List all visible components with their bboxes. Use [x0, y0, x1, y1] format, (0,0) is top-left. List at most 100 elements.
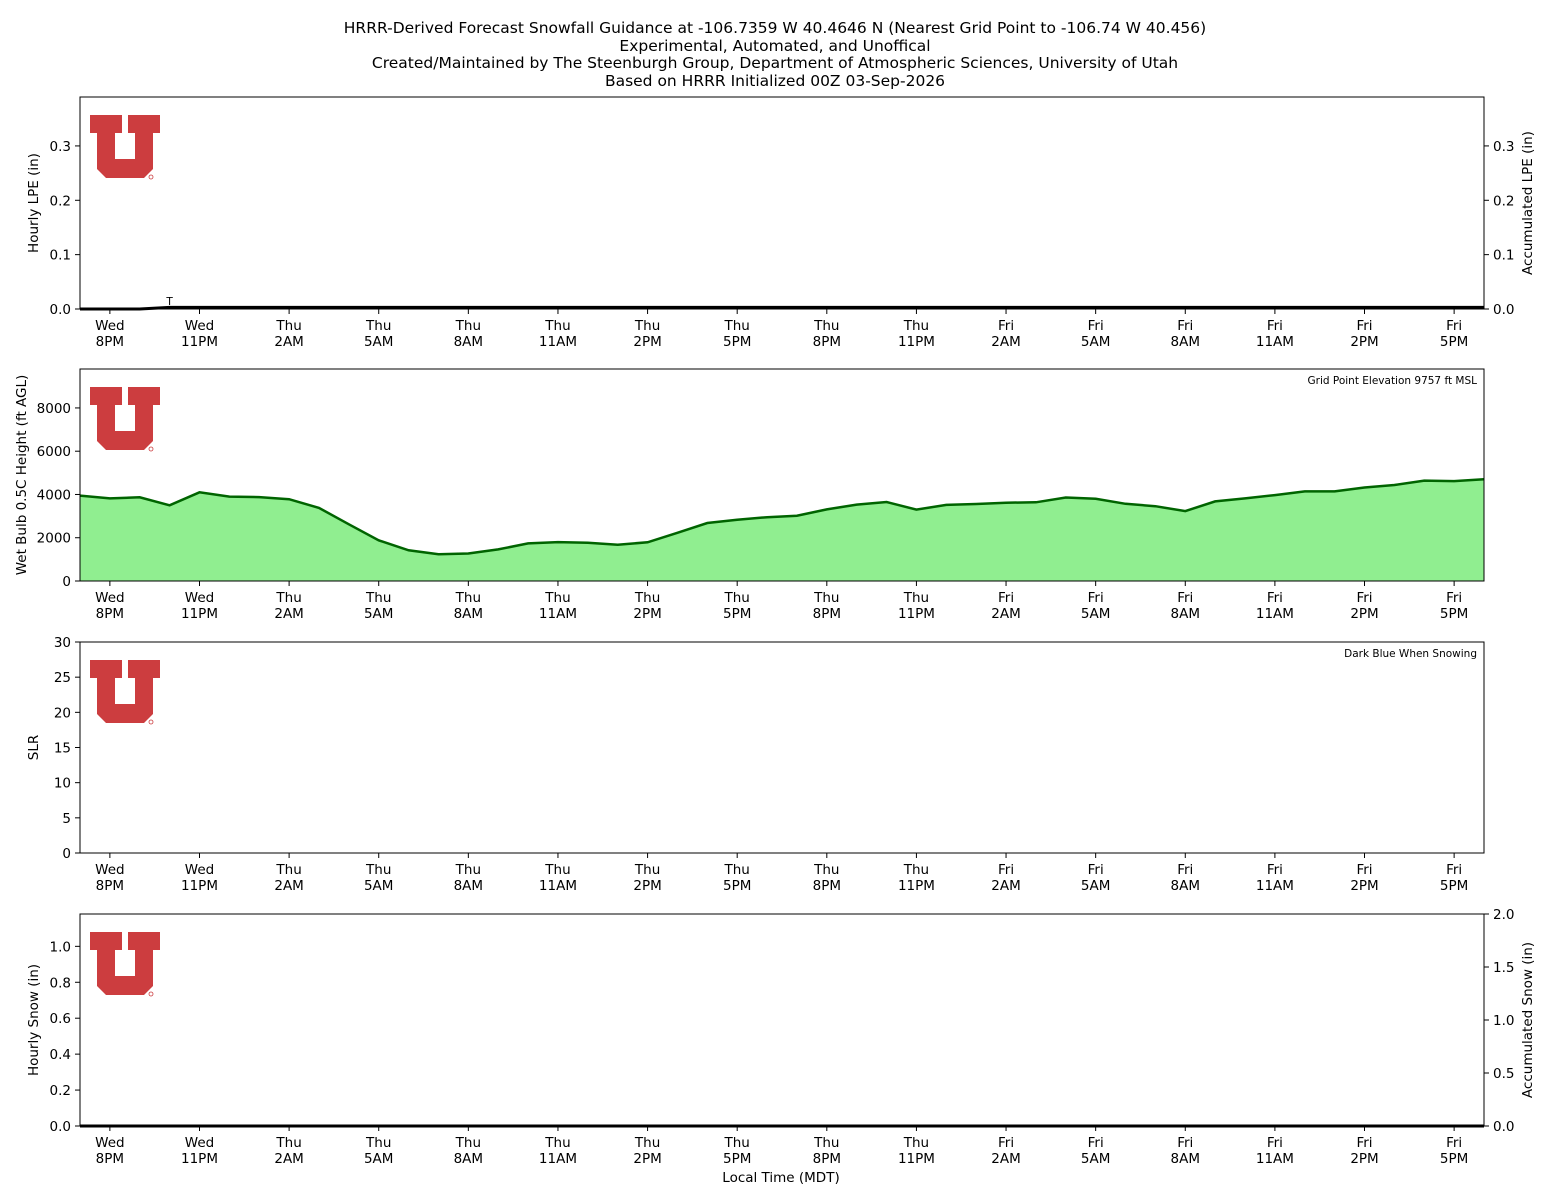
x-tick-day: Fri [1356, 590, 1372, 606]
y2-tick-label: 0.3 [1493, 139, 1514, 155]
x-tick-day: Wed [185, 862, 214, 878]
x-tick-day: Thu [724, 1135, 750, 1151]
x-tick-day: Fri [1088, 1135, 1104, 1151]
x-tick-time: 8AM [1171, 334, 1200, 350]
x-tick-day: Wed [185, 590, 214, 606]
x-tick-day: Thu [544, 590, 570, 606]
y2-tick-label: 1.5 [1493, 960, 1514, 976]
y-tick-label: 25 [54, 670, 71, 686]
x-tick-day: Fri [1356, 1135, 1372, 1151]
x-tick-time: 5AM [1081, 334, 1110, 350]
x-tick-time: 8AM [1171, 1151, 1200, 1167]
logo-u-shape [90, 932, 160, 995]
x-tick-day: Thu [813, 590, 839, 606]
x-tick-day: Wed [185, 1135, 214, 1151]
x-tick-day: Thu [455, 1135, 481, 1151]
y2-tick-label: 0.1 [1493, 248, 1514, 264]
x-tick-day: Thu [813, 1135, 839, 1151]
x-tick-time: 5AM [1081, 606, 1110, 622]
y-tick-label: 30 [54, 635, 71, 651]
x-tick-time: 2AM [274, 878, 303, 894]
y2-tick-label: 0.0 [1493, 1119, 1514, 1135]
x-tick-day: Thu [903, 862, 929, 878]
slr-panel: 0 5 10 15 20 25 30 SLR Dark Blue When Snowing Wed… [26, 635, 1485, 894]
x-tick-time: 5AM [364, 878, 393, 894]
x-tick-day: Thu [365, 590, 391, 606]
x-tick-time: 5PM [1440, 1151, 1468, 1167]
x-tick-day: Fri [1267, 318, 1283, 334]
logo-u-shape [90, 387, 160, 450]
plot-frame [79, 96, 1485, 310]
y-tick-label: 0.6 [50, 1011, 71, 1027]
x-tick-time: 5PM [1440, 606, 1468, 622]
x-tick-time: 2AM [991, 878, 1020, 894]
y-tick-label: 0.2 [50, 1083, 71, 1099]
x-tick-day: Wed [185, 318, 214, 334]
y2-tick-label: 0.2 [1493, 193, 1514, 209]
university-of-utah-logo [90, 387, 160, 452]
x-tick-day: Fri [1088, 590, 1104, 606]
x-tick-time: 2PM [1350, 334, 1378, 350]
logo-u-shape [90, 115, 160, 178]
x-tick-day: Thu [724, 318, 750, 334]
x-tick-day: Wed [95, 1135, 124, 1151]
x-tick-time: 2PM [633, 1151, 661, 1167]
x-tick-time: 11AM [1256, 878, 1294, 894]
x-tick-day: Thu [544, 862, 570, 878]
x-tick-day: Thu [903, 1135, 929, 1151]
x-tick-day: Thu [544, 318, 570, 334]
y-tick-label: 6000 [37, 444, 71, 460]
x-tick-day: Thu [365, 1135, 391, 1151]
x-tick-day: Thu [903, 590, 929, 606]
x-tick-day: Thu [634, 862, 660, 878]
x-tick-time: 5AM [364, 1151, 393, 1167]
x-tick-time: 5PM [723, 334, 751, 350]
x-tick-time: 8AM [1171, 878, 1200, 894]
x-tick-day: Thu [724, 590, 750, 606]
x-tick-time: 11AM [539, 606, 577, 622]
y-axis-label: Hourly LPE (in) [26, 153, 42, 253]
x-tick-day: Fri [1446, 590, 1462, 606]
title-line-2: Experimental, Automated, and Unoffical [619, 36, 931, 55]
x-tick-time: 2PM [633, 334, 661, 350]
y-tick-label: 0.8 [50, 975, 71, 991]
x-tick-time: 8AM [454, 334, 483, 350]
y-tick-label: 5 [62, 811, 71, 827]
logo-registered-mark [148, 991, 154, 997]
x-axis-label: Local Time (MDT) [722, 1170, 839, 1186]
x-tick-time: 11AM [1256, 1151, 1294, 1167]
x-tick-time: 8AM [454, 1151, 483, 1167]
x-tick-day: Fri [1267, 1135, 1283, 1151]
x-tick-day: Thu [813, 318, 839, 334]
y-tick-label: 0.0 [50, 1119, 71, 1135]
x-tick-day: Fri [1177, 590, 1193, 606]
x-tick-time: 11PM [181, 606, 218, 622]
y-tick-label: 0.4 [50, 1047, 71, 1063]
x-tick-day: Fri [1267, 590, 1283, 606]
x-tick-day: Thu [634, 590, 660, 606]
x-tick-time: 5AM [1081, 1151, 1110, 1167]
x-tick-time: 2AM [991, 1151, 1020, 1167]
x-tick-day: Fri [1088, 318, 1104, 334]
x-tick-day: Fri [998, 862, 1014, 878]
y-tick-label: 10 [54, 776, 71, 792]
title-line-1: HRRR-Derived Forecast Snowfall Guidance … [343, 19, 1207, 37]
y-tick-label: 2000 [37, 531, 71, 547]
x-tick-time: 5PM [1440, 878, 1468, 894]
y-tick-label: 8000 [37, 401, 71, 417]
x-tick-day: Fri [998, 1135, 1014, 1151]
x-tick-day: Fri [1446, 1135, 1462, 1151]
lpe-panel: T 0.0 0.1 0.2 0.3 0.0 0.1 0.2 0.3 Hourly LPE (in)… [26, 96, 1536, 350]
x-tick-time: 11PM [181, 878, 218, 894]
snow-panel: 0.0 0.2 0.4 0.6 0.8 1.0 0.0 0.5 1.0 1.5 2.0 Hourly … [26, 907, 1536, 1167]
figure-title: HRRR-Derived Forecast Snowfall Guidance … [0, 19, 1550, 90]
university-of-utah-logo [90, 660, 160, 725]
x-tick-time: 11PM [898, 1151, 935, 1167]
y2-axis-label: Accumulated LPE (in) [1520, 131, 1536, 275]
x-tick-day: Fri [1177, 318, 1193, 334]
x-tick-time: 8AM [454, 606, 483, 622]
panel-annotation: Dark Blue When Snowing [1344, 648, 1477, 660]
x-tick-time: 8PM [96, 878, 124, 894]
x-tick-time: 8PM [813, 334, 841, 350]
y-tick-label: 0 [62, 846, 71, 862]
